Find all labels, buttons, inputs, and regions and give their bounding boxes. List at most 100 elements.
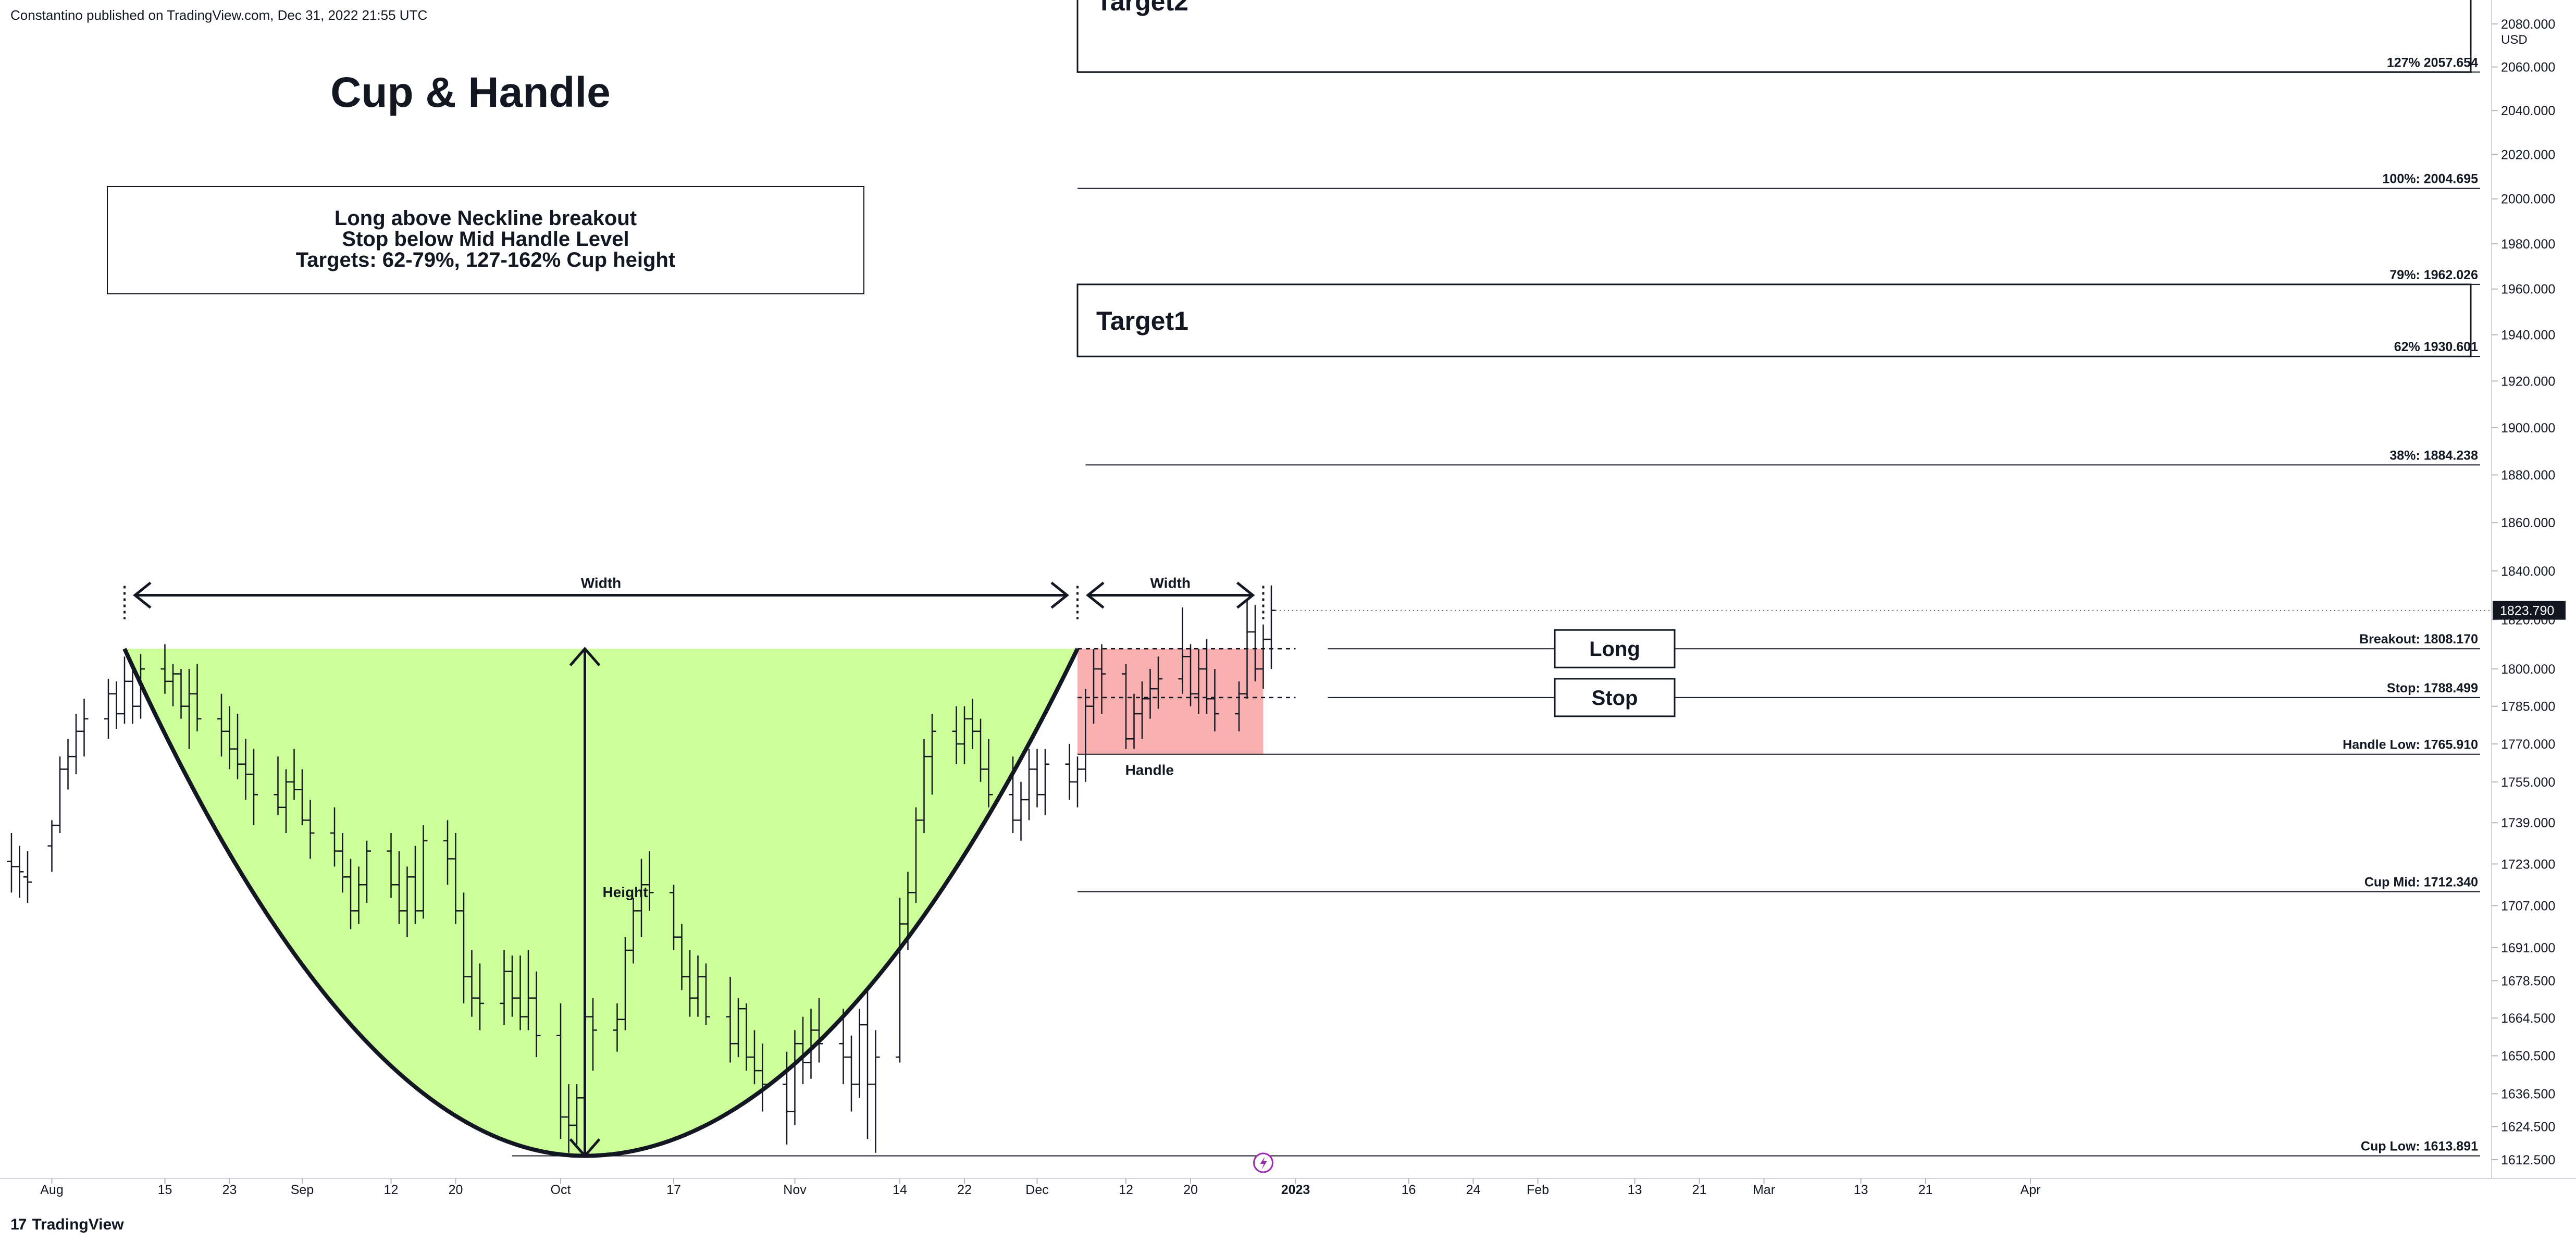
price-bar <box>693 955 702 1017</box>
price-bar <box>120 656 129 724</box>
price-bar <box>241 739 250 800</box>
price-bar <box>556 1003 565 1139</box>
price-bar <box>443 820 452 885</box>
price-bar <box>1041 749 1049 815</box>
price-bar <box>952 706 961 764</box>
trade-box-label: Stop <box>1592 687 1638 710</box>
price-bar <box>1267 585 1275 669</box>
x-tick-label: 21 <box>1692 1183 1707 1197</box>
price-bar <box>968 699 977 749</box>
price-bar <box>1081 689 1090 782</box>
drawings-layer: Target2 Target1 Width Width Height Handle Long… <box>122 0 2472 1158</box>
y-tick-label: 2040.000 <box>2501 104 2555 118</box>
width-arrow <box>132 581 1070 609</box>
price-bar <box>419 825 428 919</box>
price-bar <box>726 976 735 1063</box>
footer-brand: TradingView <box>32 1216 124 1233</box>
price-bar <box>7 833 16 893</box>
price-bar <box>338 833 347 893</box>
y-tick-label: 2000.000 <box>2501 192 2555 207</box>
price-bar <box>403 866 412 937</box>
y-tick-label: 1739.000 <box>2501 816 2555 830</box>
price-bar <box>855 1009 864 1098</box>
y-tick-label: 1691.000 <box>2501 941 2555 955</box>
price-bar <box>912 807 920 903</box>
price-bar <box>1089 649 1098 724</box>
cup-fill <box>125 649 1078 1156</box>
y-tick-label: 1940.000 <box>2501 328 2555 343</box>
price-bar <box>920 739 928 833</box>
target-label: Target1 <box>1096 306 1188 336</box>
y-tick-label: 1755.000 <box>2501 775 2555 790</box>
y-tick-label: 2020.000 <box>2501 148 2555 163</box>
price-bar <box>790 1030 799 1125</box>
annotation-layer: Cup & Handle Long above Neckline breakout… <box>107 69 864 294</box>
level-label: 100%: 2004.695 <box>2383 172 2479 187</box>
price-bar <box>896 898 904 1063</box>
width-arrow <box>1085 581 1255 609</box>
price-bar <box>250 749 258 826</box>
x-tick-label: Dec <box>1025 1183 1048 1197</box>
x-tick-label: Oct <box>551 1183 571 1197</box>
price-bar <box>177 669 185 719</box>
price-bar <box>395 851 403 924</box>
level-label: 38%: 1884.238 <box>2389 448 2478 463</box>
x-tick-label: 21 <box>1918 1183 1933 1197</box>
y-tick-label: 1612.500 <box>2501 1153 2555 1168</box>
width-label: Width <box>581 575 622 591</box>
y-tick-label: 1636.500 <box>2501 1087 2555 1101</box>
x-tick-label: 23 <box>222 1183 237 1197</box>
price-bar <box>23 851 32 903</box>
price-bar <box>64 739 72 790</box>
y-tick-label: 1920.000 <box>2501 374 2555 389</box>
price-bar <box>637 859 646 937</box>
price-bar <box>104 679 113 739</box>
price-bar <box>677 924 686 990</box>
price-bar <box>629 898 638 964</box>
price-bar <box>839 1009 848 1085</box>
price-bar <box>112 681 121 729</box>
arrow-head-up <box>569 647 601 666</box>
price-bar <box>734 998 742 1058</box>
price-bar <box>460 892 468 1003</box>
price-bar <box>451 833 460 924</box>
price-bar <box>354 866 363 924</box>
price-bar <box>217 693 226 757</box>
price-bar <box>573 1084 581 1145</box>
width-label: Width <box>1150 575 1191 591</box>
price-bar <box>47 820 56 872</box>
y-tick-label: 2080.000 <box>2501 17 2555 32</box>
x-tick-label: 22 <box>957 1183 972 1197</box>
target-label: Target2 <box>1096 0 1188 16</box>
price-bar <box>1259 624 1268 689</box>
price-bar <box>621 937 629 1030</box>
level-label: Cup Mid: 1712.340 <box>2364 875 2478 890</box>
price-bar <box>807 1009 815 1079</box>
y-axis-unit: USD <box>2501 33 2528 47</box>
x-tick-label: Feb <box>1527 1183 1549 1197</box>
last-price-tag <box>2493 601 2566 620</box>
price-bar <box>976 718 985 782</box>
price-bar <box>80 699 89 757</box>
price-bar <box>799 1016 807 1085</box>
x-tick-label: 2023 <box>1281 1183 1310 1197</box>
x-tick-label: Apr <box>2021 1183 2041 1197</box>
price-bar <box>330 807 339 867</box>
footer: 17 TradingView <box>10 1216 124 1234</box>
level-label: 79%: 1962.026 <box>2389 268 2478 282</box>
price-bar <box>233 714 242 779</box>
y-tick-label: 1678.500 <box>2501 974 2555 988</box>
note-line: Long above Neckline breakout <box>335 207 637 230</box>
price-bar <box>750 1030 759 1085</box>
price-bar <box>500 950 509 1025</box>
price-bar <box>1194 649 1203 714</box>
height-arrow <box>569 647 601 1158</box>
target-box <box>1076 283 2472 357</box>
price-bar <box>871 1030 880 1153</box>
price-bar <box>467 950 476 1017</box>
x-tick-label: Aug <box>40 1183 63 1197</box>
price-bar <box>742 1003 751 1071</box>
price-bar <box>128 669 137 724</box>
price-bar <box>1097 644 1106 714</box>
